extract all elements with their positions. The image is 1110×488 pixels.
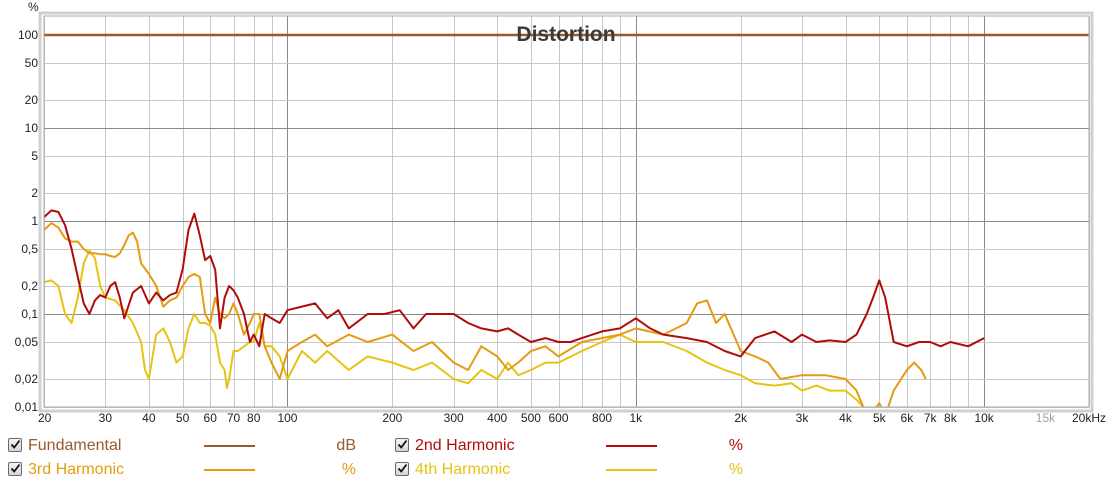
svg-text:0,01: 0,01 (15, 400, 39, 414)
svg-text:2k: 2k (734, 411, 748, 425)
svg-text:100: 100 (18, 28, 38, 42)
legend-unit: % (728, 437, 743, 454)
legend-item-2nd-harmonic[interactable]: 2nd Harmonic % (395, 436, 755, 456)
svg-text:10k: 10k (974, 411, 994, 425)
svg-text:3k: 3k (796, 411, 810, 425)
svg-text:0,1: 0,1 (21, 307, 38, 321)
svg-text:50: 50 (25, 56, 39, 70)
series-2nd-harmonic (44, 209, 985, 358)
y-axis-ticks: 100 50 20 10 5 2 1 0,5 0,2 0,1 0,05 0,02 0,01 (15, 28, 39, 414)
2nd-harmonic-checkbox[interactable] (395, 438, 409, 452)
svg-text:0,05: 0,05 (15, 335, 39, 349)
svg-text:1: 1 (31, 214, 38, 228)
svg-text:400: 400 (487, 411, 507, 425)
svg-text:200: 200 (382, 411, 402, 425)
svg-text:60: 60 (204, 411, 218, 425)
svg-text:100: 100 (277, 411, 297, 425)
fundamental-checkbox[interactable] (8, 438, 22, 452)
legend-unit: % (341, 461, 356, 478)
legend: Fundamental dB 2nd Harmonic % 3rd Harmon… (0, 434, 1110, 488)
svg-text:80: 80 (247, 411, 261, 425)
legend-item-4th-harmonic[interactable]: 4th Harmonic % (395, 460, 755, 480)
legend-label: 4th Harmonic (415, 461, 511, 478)
svg-text:30: 30 (99, 411, 113, 425)
svg-text:5k: 5k (873, 411, 887, 425)
3rd-harmonic-checkbox[interactable] (8, 462, 22, 476)
legend-swatch (204, 469, 255, 471)
legend-item-3rd-harmonic[interactable]: 3rd Harmonic % (8, 460, 368, 480)
svg-text:0,02: 0,02 (15, 372, 39, 386)
svg-text:20kHz: 20kHz (1072, 411, 1106, 425)
svg-text:0,5: 0,5 (21, 242, 38, 256)
svg-text:800: 800 (592, 411, 612, 425)
legend-unit: dB (336, 437, 356, 454)
y-axis-unit: % (28, 0, 39, 14)
svg-text:8k: 8k (944, 411, 958, 425)
svg-text:500: 500 (521, 411, 541, 425)
svg-text:50: 50 (176, 411, 190, 425)
svg-text:1k: 1k (629, 411, 643, 425)
plot-frame (38, 11, 1094, 413)
x-axis-ticks: 20 30 40 50 60 70 80 100 200 300 400 500 600 800 1k 2k 3… (38, 411, 1106, 425)
svg-text:2: 2 (31, 186, 38, 200)
svg-text:600: 600 (549, 411, 569, 425)
svg-text:6k: 6k (901, 411, 915, 425)
legend-swatch (606, 445, 657, 447)
svg-text:10: 10 (25, 121, 39, 135)
series-lines (44, 33, 1089, 407)
legend-label: Fundamental (28, 437, 122, 454)
svg-text:15k: 15k (1036, 411, 1056, 425)
svg-text:4k: 4k (839, 411, 853, 425)
svg-text:40: 40 (142, 411, 156, 425)
distortion-chart: 100 50 20 10 5 2 1 0,5 0,2 0,1 0,05 0,02 0,01 20 30 40… (15, 0, 1106, 425)
legend-label: 2nd Harmonic (415, 437, 515, 454)
checkmark-icon (10, 439, 21, 449)
plot-area[interactable] (44, 16, 1089, 407)
legend-item-fundamental[interactable]: Fundamental dB (8, 436, 368, 456)
svg-text:7k: 7k (924, 411, 938, 425)
4th-harmonic-checkbox[interactable] (395, 462, 409, 476)
legend-unit: % (728, 461, 743, 478)
chart-title: Distortion (516, 23, 615, 46)
svg-text:70: 70 (227, 411, 241, 425)
legend-swatch (204, 445, 255, 447)
checkmark-icon (397, 463, 408, 473)
series-3rd-harmonic (44, 222, 927, 407)
checkmark-icon (397, 439, 408, 449)
svg-text:20: 20 (25, 93, 39, 107)
legend-swatch (606, 469, 657, 471)
svg-text:0,2: 0,2 (21, 279, 38, 293)
svg-text:20: 20 (38, 411, 52, 425)
checkmark-icon (10, 463, 21, 473)
svg-text:5: 5 (31, 149, 38, 163)
svg-text:300: 300 (444, 411, 464, 425)
legend-label: 3rd Harmonic (28, 461, 125, 478)
